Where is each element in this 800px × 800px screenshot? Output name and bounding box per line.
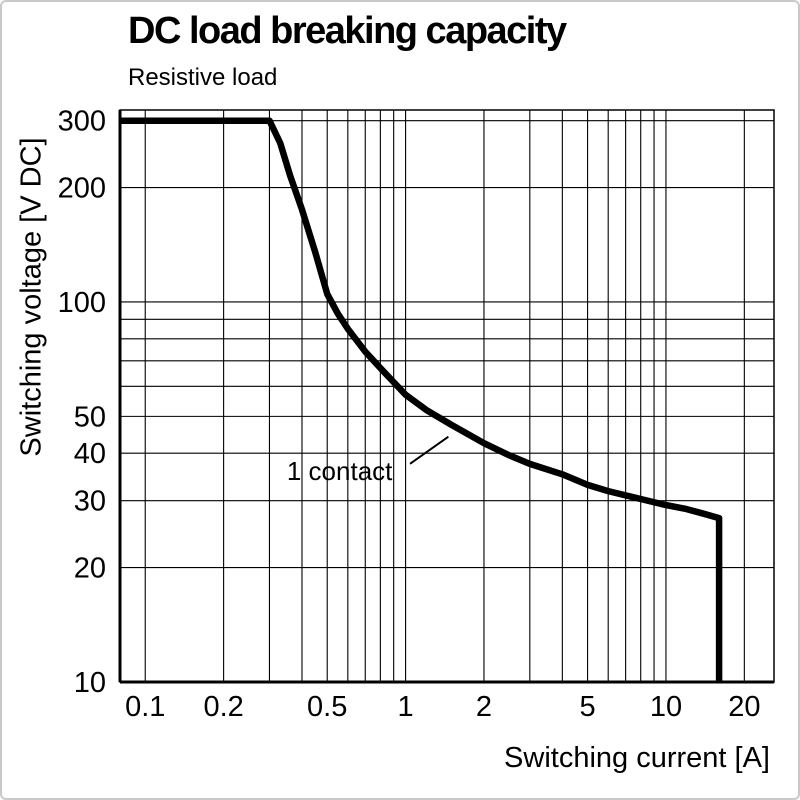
annotation-label: 1 contact <box>287 456 393 486</box>
x-tick-label: 2 <box>476 691 492 723</box>
y-tick-label: 200 <box>58 173 106 205</box>
annotation-leader-line <box>409 435 449 465</box>
x-tick-label: 20 <box>728 691 760 723</box>
y-tick-label: 50 <box>74 401 106 433</box>
y-tick-label: 30 <box>74 486 106 518</box>
x-tick-label: 1 <box>398 691 414 723</box>
x-tick-label: 0.1 <box>125 691 165 723</box>
x-tick-label: 0.5 <box>307 691 347 723</box>
y-tick-label: 40 <box>74 438 106 470</box>
y-tick-label: 300 <box>58 106 106 138</box>
x-tick-label: 5 <box>580 691 596 723</box>
plot-border <box>119 109 775 683</box>
x-axis-label: Switching current [A] <box>504 742 770 774</box>
curve-1-contact <box>120 117 723 682</box>
chart-title: DC load breaking capacity <box>128 10 567 52</box>
y-tick-label: 20 <box>74 553 106 585</box>
x-tick-label: 0.2 <box>203 691 243 723</box>
x-tick-label: 10 <box>650 691 682 723</box>
chart-subtitle: Resistive load <box>128 64 278 91</box>
y-tick-label: 100 <box>58 287 106 319</box>
y-tick-label: 10 <box>74 667 106 699</box>
